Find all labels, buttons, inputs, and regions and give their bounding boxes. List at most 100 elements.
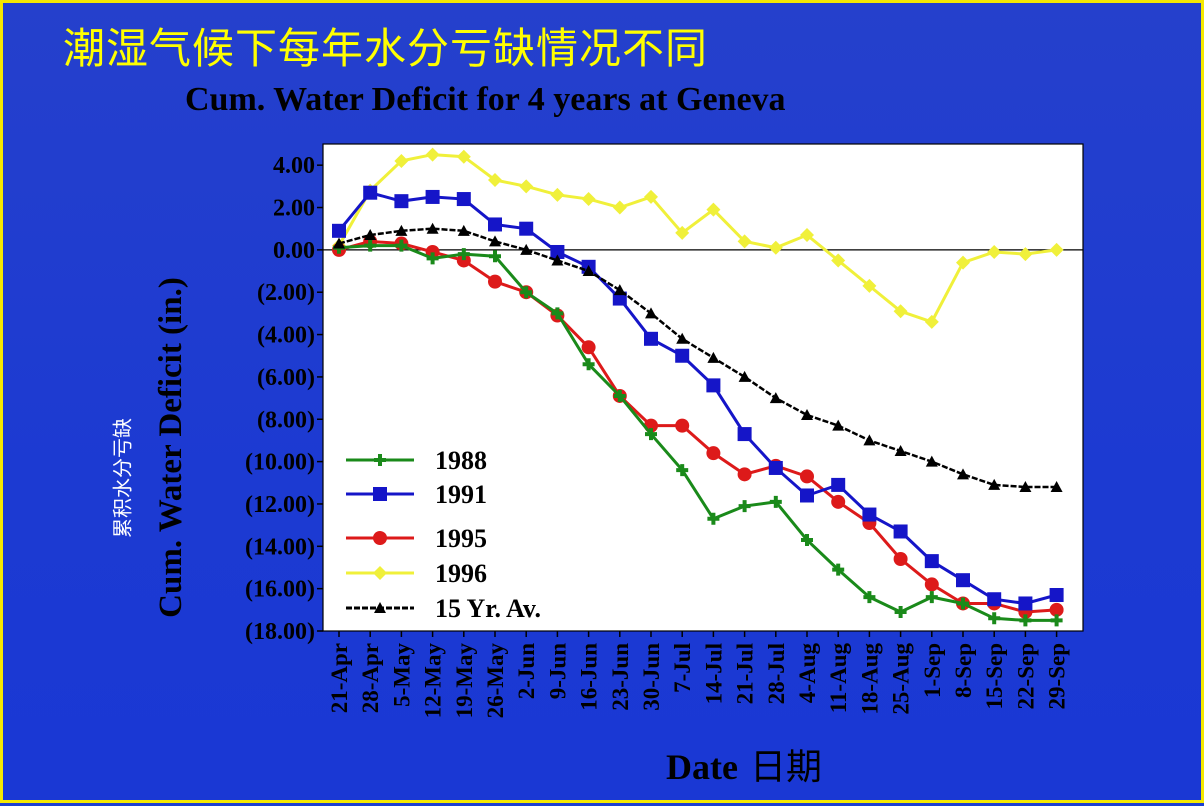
- data-point-1988: [582, 358, 595, 371]
- x-tick-label: 5-May: [389, 643, 414, 707]
- data-point-15-yr-av: [1050, 481, 1063, 493]
- y-tick-label: 2.00: [273, 196, 315, 222]
- data-point-15-yr-av: [676, 332, 689, 344]
- data-point-1988: [707, 512, 720, 525]
- legend-label-1991: 1991: [435, 480, 487, 509]
- x-tick-label: 12-May: [421, 643, 446, 719]
- legend-marker-1988: [374, 454, 386, 466]
- data-point-1988: [863, 591, 876, 604]
- data-point-1996: [768, 240, 783, 255]
- data-point-1996: [612, 200, 627, 215]
- data-point-1988: [395, 239, 408, 252]
- data-point-1996: [394, 153, 409, 168]
- legend-marker-1995: [373, 531, 387, 545]
- data-point-1988: [988, 612, 1001, 625]
- data-point-15-yr-av: [489, 235, 501, 247]
- x-tick-label: 8-Sep: [951, 643, 976, 698]
- y-tick-label: (14.00): [245, 534, 315, 560]
- data-point-1988: [520, 286, 533, 299]
- chart-svg: 4.00 2.00 0.00 (2.00) (4.00) (6.00) (8.00) (10.…: [153, 143, 1084, 788]
- data-point-15-yr-av: [551, 254, 564, 266]
- data-point-1988: [1019, 614, 1032, 627]
- data-point-1988: [925, 591, 938, 604]
- plot-area: [322, 143, 1084, 632]
- legend-marker-15-yr-av: [374, 602, 386, 613]
- data-point-1991: [831, 477, 846, 492]
- data-point-1991: [800, 488, 814, 503]
- x-tick-label: 30-Jun: [639, 643, 664, 711]
- data-point-15-yr-av: [364, 229, 377, 241]
- data-point-15-yr-av: [925, 455, 938, 467]
- x-axis-label-chinese: 日期: [750, 747, 822, 788]
- data-point-15-yr-av: [582, 265, 595, 277]
- data-point-1996: [800, 228, 814, 243]
- data-point-1991: [425, 189, 440, 204]
- data-point-15-yr-av: [395, 224, 408, 236]
- x-tick-label: 15-Sep: [982, 643, 1007, 709]
- slide-title: 潮湿气候下每年水分亏缺情况不同: [63, 24, 709, 73]
- data-point-1988: [364, 239, 377, 252]
- data-point-1991: [488, 217, 502, 232]
- y-tick-label: (4.00): [257, 323, 315, 349]
- data-point-1991: [987, 592, 1002, 607]
- data-point-1991: [519, 221, 534, 236]
- data-point-1988: [738, 500, 751, 513]
- data-point-15-yr-av: [520, 243, 533, 255]
- x-tick-label: 22-Sep: [1013, 643, 1038, 709]
- data-point-1996: [488, 172, 502, 187]
- data-point-1995: [675, 418, 690, 433]
- data-point-1991: [706, 378, 721, 393]
- data-point-1991: [394, 194, 409, 209]
- x-tick-label: 9-Jun: [545, 643, 570, 699]
- y-tick-label: (12.00): [245, 492, 315, 518]
- data-point-15-yr-av: [801, 409, 813, 421]
- data-point-1996: [706, 202, 721, 217]
- x-tick-label: 18-Aug: [857, 643, 882, 715]
- data-point-1991: [456, 192, 471, 207]
- chart-title: Cum. Water Deficit for 4 years at Geneva: [185, 81, 786, 118]
- data-point-1988: [769, 495, 782, 508]
- data-point-1988: [894, 605, 907, 618]
- legend-label-1988: 1988: [435, 446, 487, 475]
- data-point-1991: [644, 331, 658, 346]
- data-point-1988: [551, 307, 564, 320]
- data-point-1991: [924, 554, 939, 569]
- legend-marker-1991: [373, 487, 387, 501]
- data-point-1991: [332, 223, 346, 238]
- data-point-15-yr-av: [613, 284, 626, 296]
- data-point-1988: [489, 250, 501, 263]
- x-tick-label: 2-Jun: [514, 643, 539, 699]
- data-point-1996: [425, 147, 440, 162]
- x-axis-label: Date: [666, 747, 738, 787]
- data-point-1988: [613, 389, 626, 402]
- data-point-1988: [957, 597, 969, 610]
- x-tick-label: 1-Sep: [920, 643, 945, 698]
- y-tick-label: (6.00): [257, 365, 315, 391]
- x-tick-label: 7-Jul: [670, 643, 695, 693]
- y-tick-label: (10.00): [245, 450, 315, 476]
- data-point-1996: [1049, 242, 1064, 257]
- data-point-15-yr-av: [1019, 481, 1032, 493]
- data-point-1991: [893, 524, 908, 539]
- x-tick-label: 16-Jun: [577, 643, 602, 711]
- data-point-1996: [893, 304, 908, 319]
- data-point-1995: [831, 494, 846, 509]
- data-point-15-yr-av: [707, 351, 720, 363]
- data-point-1995: [488, 274, 502, 289]
- x-tick-label: 28-Jul: [764, 643, 789, 704]
- data-point-1996: [581, 192, 596, 207]
- data-point-1991: [737, 427, 752, 442]
- x-tick-label: 14-Jul: [701, 643, 726, 704]
- data-point-1988: [676, 464, 689, 477]
- legend-label-1996: 1996: [435, 559, 487, 588]
- data-point-1991: [862, 507, 877, 522]
- x-tick-label: 25-Aug: [889, 643, 914, 715]
- data-point-1995: [800, 469, 814, 484]
- data-point-1996: [924, 314, 939, 329]
- data-point-1995: [924, 577, 939, 592]
- y-tick-label: (2.00): [257, 280, 315, 306]
- x-tick-label: 19-May: [452, 643, 477, 719]
- data-point-1995: [706, 446, 721, 461]
- data-point-15-yr-av: [457, 224, 470, 236]
